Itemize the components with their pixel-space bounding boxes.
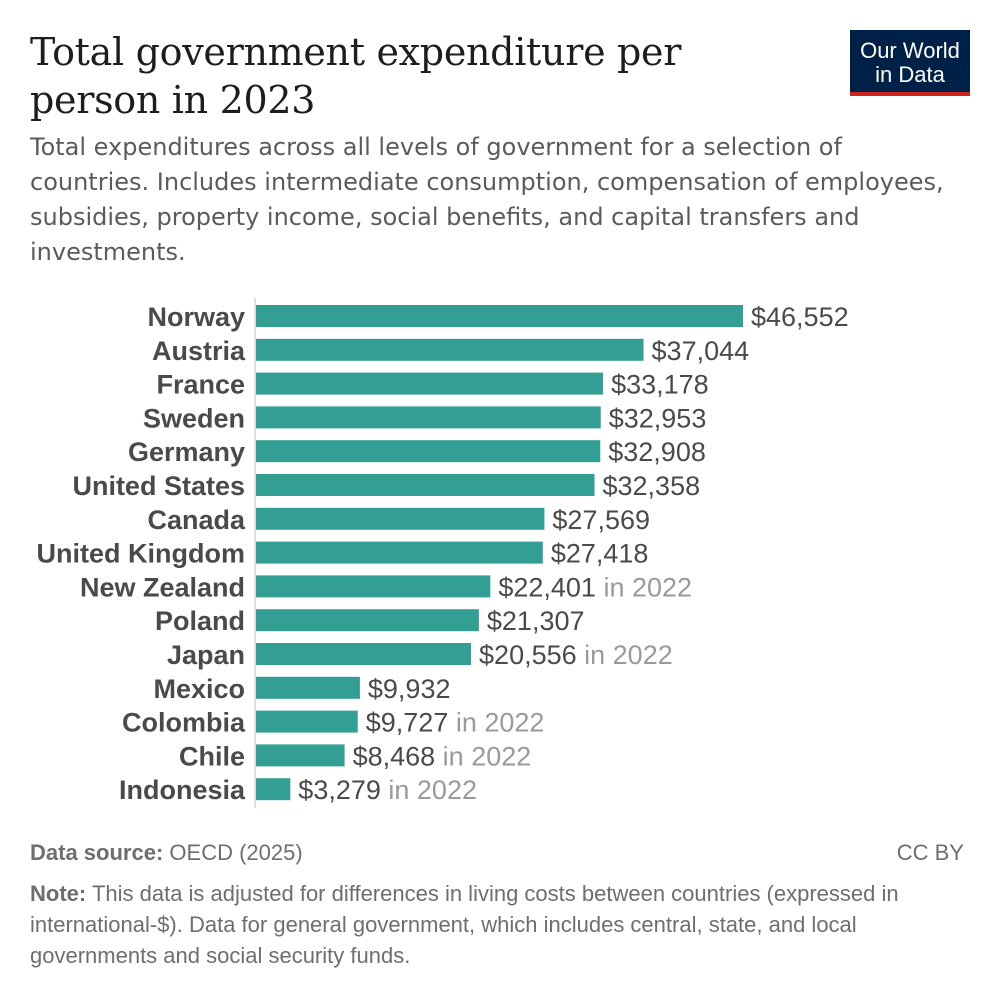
value-label: $27,418 — [551, 539, 649, 569]
bar[interactable] — [256, 372, 604, 395]
chart-subtitle: Total expenditures across all levels of … — [30, 133, 944, 266]
category-label: Mexico — [153, 674, 245, 704]
value-label: $8,468 in 2022 — [353, 741, 532, 771]
category-label: Colombia — [122, 708, 246, 738]
category-label: Poland — [155, 606, 245, 636]
category-label: Japan — [167, 640, 245, 670]
year-note: in 2022 — [448, 708, 544, 738]
category-label: Germany — [128, 437, 245, 467]
value-label: $33,178 — [611, 370, 709, 400]
bar[interactable] — [256, 338, 644, 361]
bar[interactable] — [256, 710, 358, 733]
value-label: $21,307 — [487, 606, 585, 636]
value-label: $9,932 — [368, 674, 451, 704]
bar[interactable] — [256, 440, 601, 463]
source-label: Data source: — [30, 840, 164, 865]
bar-chart: Norway $46,552 Austria $37,044 France $33,178… — [37, 298, 849, 808]
category-label: Canada — [147, 505, 246, 535]
bar[interactable] — [256, 406, 601, 429]
year-note: in 2022 — [381, 775, 477, 805]
owid-logo[interactable]: Our World in Data — [850, 30, 970, 96]
license-link[interactable]: CC BY — [896, 840, 964, 865]
bar[interactable] — [256, 609, 479, 632]
bar[interactable] — [256, 744, 345, 767]
value-label: $27,569 — [552, 505, 650, 535]
category-label: United Kingdom — [37, 539, 245, 569]
category-label: United States — [72, 471, 245, 501]
value-label: $9,727 in 2022 — [366, 708, 545, 738]
bar[interactable] — [256, 305, 743, 327]
year-note: in 2022 — [577, 640, 673, 670]
value-label: $32,358 — [603, 471, 701, 501]
category-label: Austria — [152, 336, 246, 366]
logo-line-1: Our World — [860, 38, 960, 63]
category-label: Norway — [147, 302, 245, 332]
bar[interactable] — [256, 575, 491, 598]
data-source: Data source: OECD (2025) — [30, 840, 730, 866]
logo-line-2: in Data — [875, 62, 945, 87]
category-label: Indonesia — [119, 775, 246, 805]
chart-title: Total government expenditure per person … — [30, 30, 682, 122]
value-label: $22,401 in 2022 — [498, 572, 692, 602]
value-label: $3,279 in 2022 — [298, 775, 477, 805]
value-label: $20,556 in 2022 — [479, 640, 673, 670]
note-label: Note: — [30, 881, 87, 906]
chart-note: Note: This data is adjusted for differen… — [30, 878, 930, 971]
value-label: $32,953 — [609, 403, 707, 433]
category-label: France — [156, 370, 245, 400]
year-note: in 2022 — [596, 572, 692, 602]
bar[interactable] — [256, 474, 595, 496]
bar[interactable] — [256, 643, 472, 665]
bar[interactable] — [256, 676, 360, 699]
category-label: Sweden — [143, 403, 245, 433]
value-label: $37,044 — [652, 336, 750, 366]
bar[interactable] — [256, 541, 543, 564]
bar[interactable] — [256, 507, 545, 530]
category-label: New Zealand — [80, 572, 245, 602]
year-note: in 2022 — [435, 741, 531, 771]
value-label: $32,908 — [608, 437, 706, 467]
category-label: Chile — [179, 741, 245, 771]
bar[interactable] — [256, 778, 291, 801]
note-text: This data is adjusted for differences in… — [30, 881, 899, 968]
source-value[interactable]: OECD (2025) — [169, 840, 303, 865]
value-label: $46,552 — [751, 302, 849, 332]
